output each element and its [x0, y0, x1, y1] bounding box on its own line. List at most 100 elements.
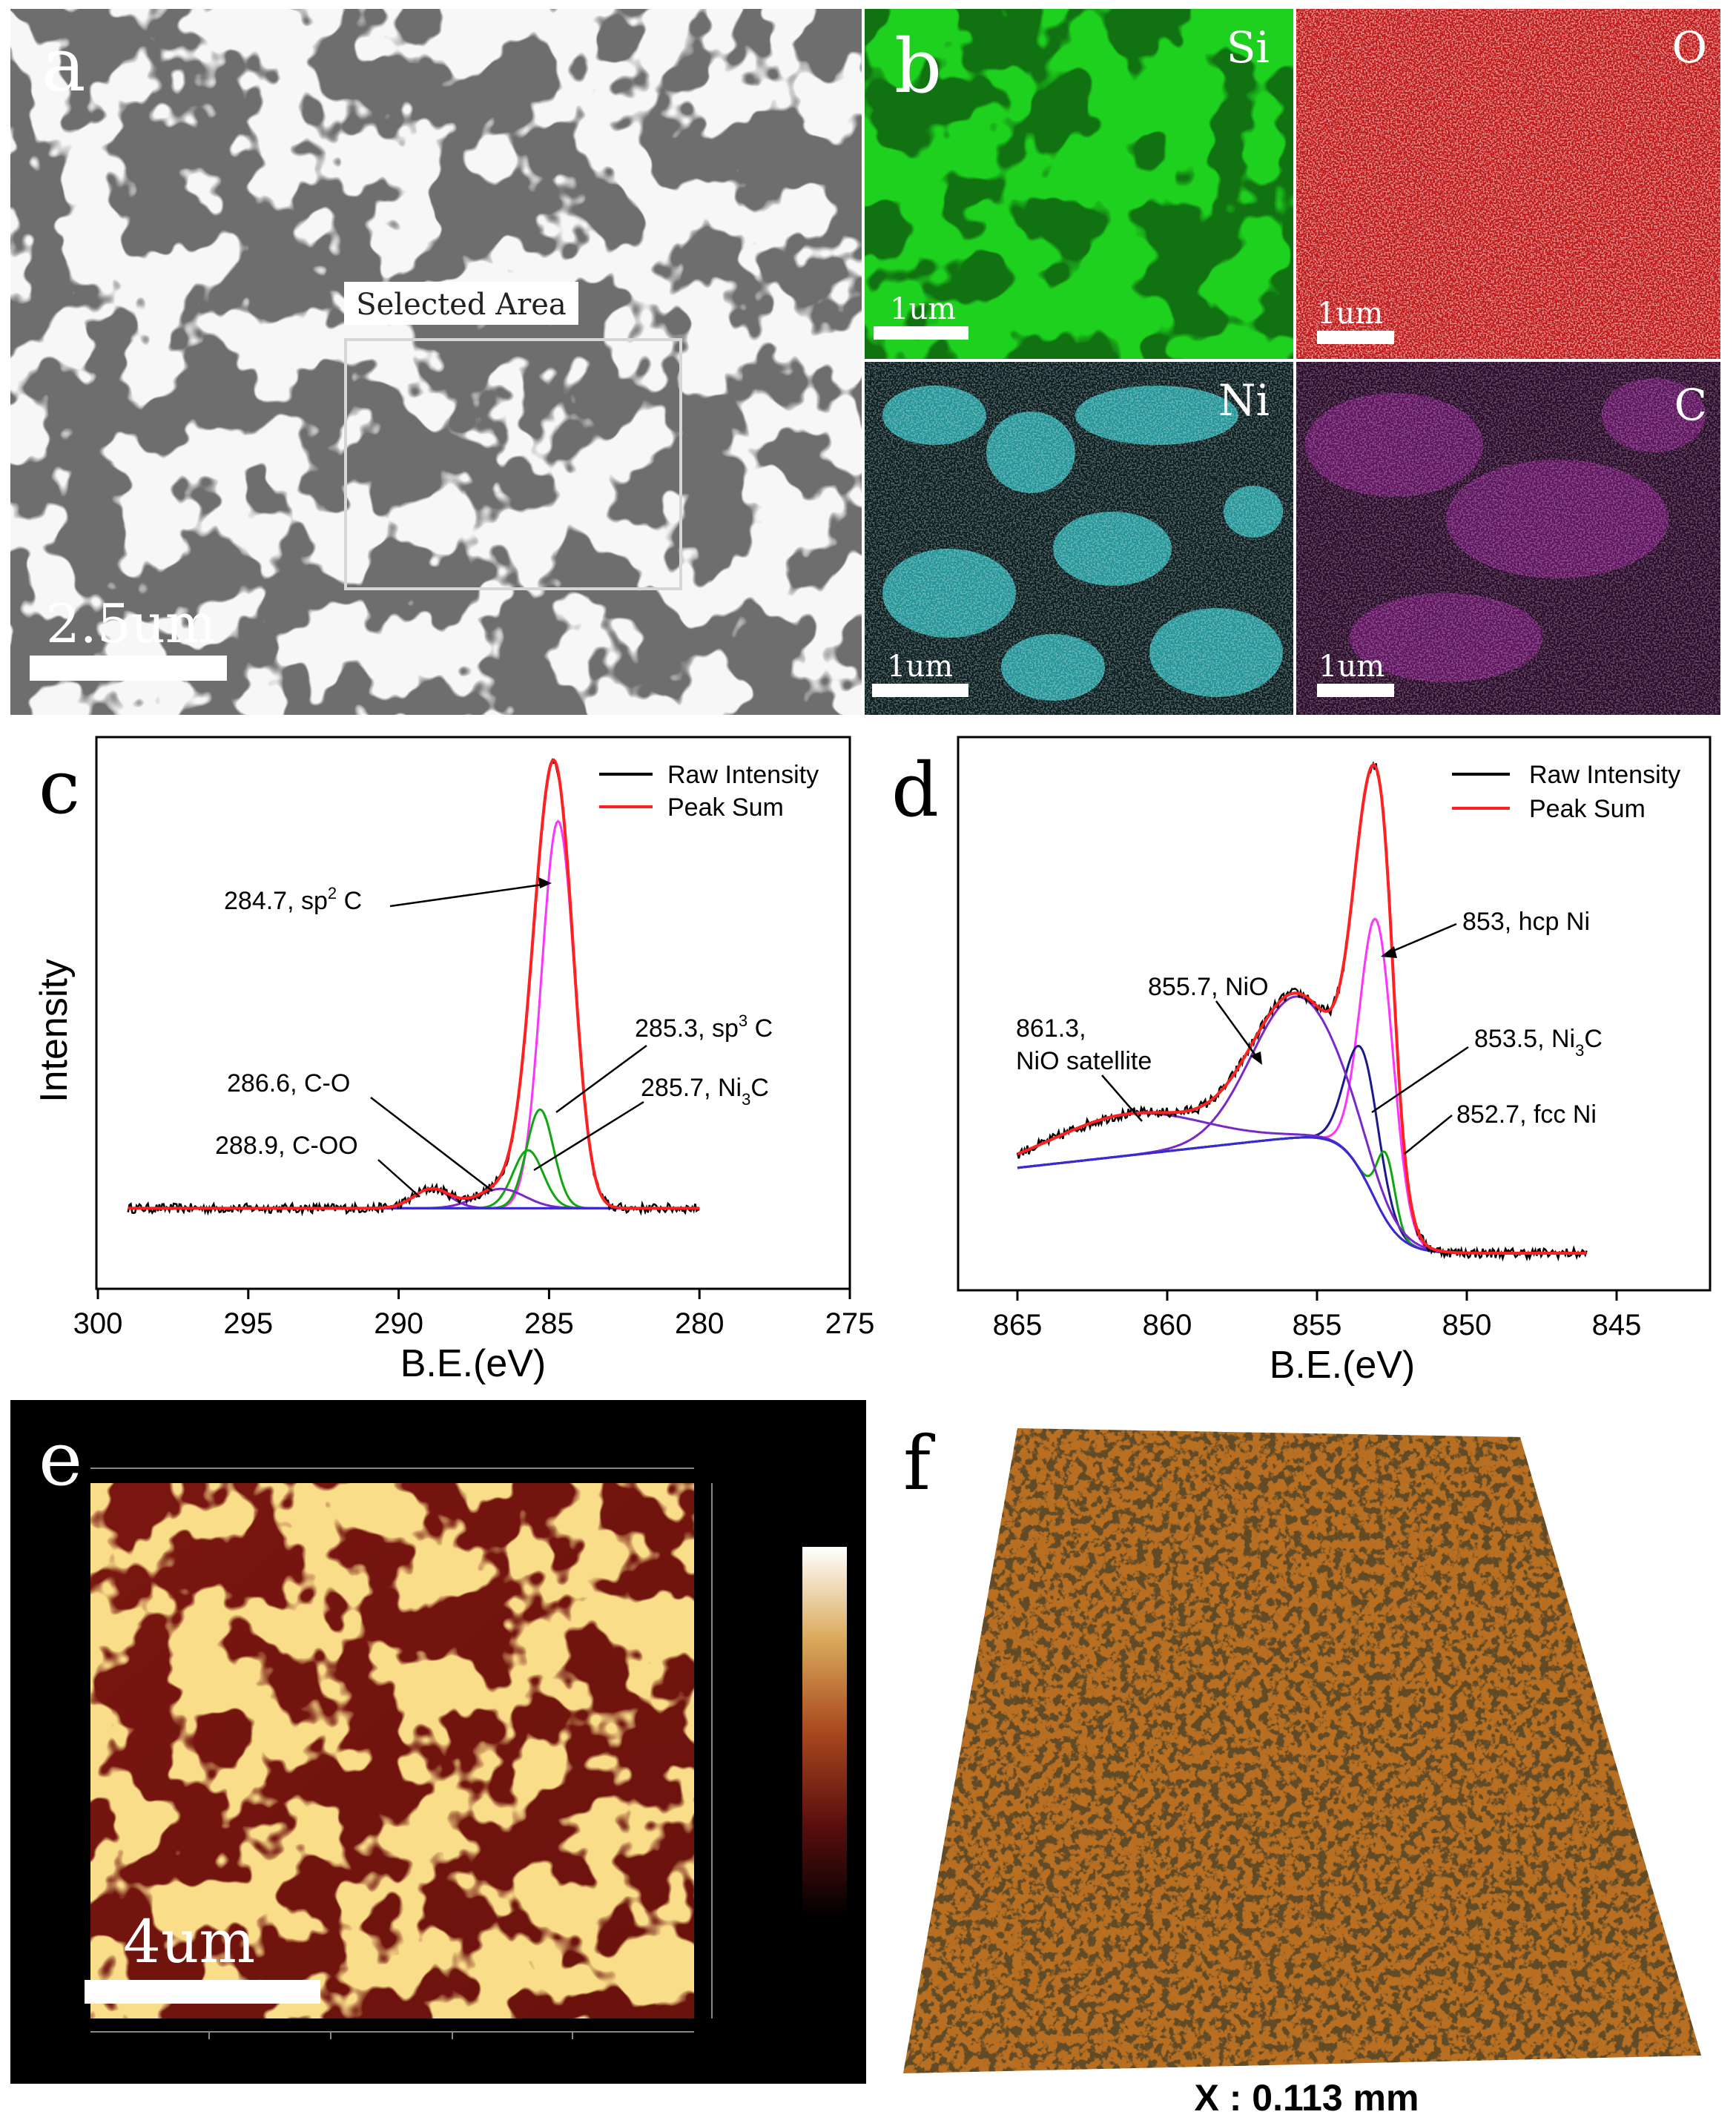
chart-c-x-tick-label: 280 — [675, 1307, 725, 1340]
eds-o-element: O — [1671, 22, 1707, 73]
chart-d-peak-sum — [1017, 763, 1587, 1255]
sem-texture — [10, 9, 862, 715]
eds-si-scale-bar — [874, 326, 968, 340]
annot-d-ni3c: 853.5, Ni3C — [1474, 1025, 1603, 1060]
afm-3d-texture — [903, 1428, 1701, 2073]
eds-si-element: Si — [1227, 22, 1270, 73]
eds-o-scale-bar — [1317, 331, 1394, 344]
chart-c-legend: Raw Intensity Peak Sum — [599, 761, 819, 822]
panel-label-a: a — [42, 22, 86, 108]
scale-bar-a — [30, 656, 227, 681]
chart-d-x-tick-label: 845 — [1592, 1309, 1642, 1341]
afm-particles — [90, 1483, 694, 2018]
arrow-c-ni3c — [533, 1100, 644, 1172]
legend-d-raw-label: Raw Intensity — [1529, 761, 1680, 789]
chart-c-x-axis: 300 295 290 285 280 275 — [73, 1289, 875, 1340]
panel-f: f X : 0.113 mm — [903, 1420, 1701, 2119]
annot-d-hcp: 853, hcp Ni — [1462, 908, 1590, 936]
eds-map-o: O 1um — [1296, 9, 1720, 359]
chart-c-peak-sum — [128, 758, 700, 1210]
eds-c-noise — [1296, 362, 1720, 715]
arrow-d-hcp — [1386, 922, 1457, 955]
annot-c-sp2: 284.7, sp2 C — [224, 884, 362, 915]
panel-label-b: b — [894, 23, 942, 110]
afm-frame-ticks — [90, 1468, 713, 2039]
afm-scale-label: 4um — [123, 1907, 255, 1976]
arrow-c-sp2 — [389, 882, 548, 908]
chart-d-background — [1017, 1136, 1587, 1255]
eds-si-scale-label: 1um — [890, 292, 956, 326]
legend-c-sum-label: Peak Sum — [667, 793, 784, 822]
eds-map-ni: Ni 1um — [865, 362, 1293, 715]
afm-colorbar — [802, 1547, 847, 1918]
scale-bar-label-a: 2.5um — [46, 592, 216, 655]
selected-area-label-box — [344, 282, 578, 325]
selected-area-box — [344, 338, 682, 590]
eds-ni-noise — [865, 362, 1293, 715]
arrow-d-sat — [1101, 1074, 1143, 1122]
chart-d-annotations: 853, hcp Ni 853.5, Ni3C 852.7, fcc Ni 85… — [1016, 908, 1603, 1155]
arrow-d-ni3c — [1371, 1046, 1469, 1114]
arrow-c-sp2-head — [538, 877, 552, 888]
legend-d-sum-label: Peak Sum — [1529, 795, 1646, 823]
panel-label-d: d — [891, 747, 939, 833]
chart-c-curves — [127, 758, 700, 1217]
chart-d-x-tick-label: 865 — [993, 1309, 1043, 1341]
eds-c-scale-bar — [1317, 684, 1394, 697]
annot-d-sat-2: NiO satellite — [1016, 1047, 1152, 1075]
panel-e: e 4um — [10, 1400, 866, 2084]
chart-d-peak-0 — [1017, 917, 1587, 1255]
arrow-d-fcc — [1404, 1115, 1453, 1155]
eds-c-element: C — [1674, 380, 1707, 430]
afm-scale-bar — [85, 1980, 320, 2004]
annot-c-co: 286.6, C-O — [227, 1069, 350, 1097]
panel-b: b Si 1um O 1um — [865, 9, 1720, 715]
chart-d-curves — [1016, 761, 1588, 1262]
chart-c-x-tick-label: 275 — [825, 1307, 875, 1340]
chart-c-x-tick-label: 285 — [524, 1307, 574, 1340]
eds-ni-scale-label: 1um — [887, 650, 953, 684]
annot-c-ni3c: 285.7, Ni3C — [641, 1074, 769, 1109]
panel-label-e: e — [39, 1416, 82, 1502]
arrow-d-hcp-head — [1381, 946, 1397, 958]
chart-d-legend: Raw Intensity Peak Sum — [1452, 761, 1680, 823]
eds-ni-scale-bar — [872, 684, 968, 697]
eds-map-c: C 1um — [1296, 362, 1720, 715]
chart-c-frame — [95, 736, 851, 1290]
panel-label-f: f — [903, 1420, 936, 1507]
chart-d-x-tick-label: 850 — [1442, 1309, 1492, 1341]
chart-c-peak-0 — [128, 819, 700, 1209]
annot-c-sp3: 285.3, sp3 C — [635, 1011, 773, 1043]
chart-d-x-tick-label: 855 — [1293, 1309, 1342, 1341]
arrow-c-co — [370, 1097, 493, 1192]
eds-o-noise — [1296, 9, 1720, 359]
legend-c-raw-label: Raw Intensity — [667, 761, 819, 789]
panel-a: Selected Area a 2.5um — [10, 9, 862, 715]
annot-c-coo: 288.9, C-OO — [215, 1132, 358, 1160]
chart-d-peak-2 — [1017, 1136, 1587, 1255]
chart-d-x-axis: 865 860 855 850 845 — [993, 1290, 1642, 1341]
panel-d-chart: d 865 860 855 850 845 B.E.(eV) Raw Intensity… — [891, 736, 1712, 1387]
eds-c-scale-label: 1um — [1318, 650, 1384, 684]
eds-si-shading — [865, 9, 1293, 359]
panel-c-chart: c 300 295 290 285 280 275 B.E.(eV) Intensity … — [33, 736, 875, 1385]
chart-d-frame — [957, 736, 1712, 1292]
chart-c-raw-intensity — [127, 758, 700, 1217]
chart-c-xlabel: B.E.(eV) — [400, 1342, 547, 1385]
chart-c-ylabel: Intensity — [33, 959, 76, 1103]
eds-ni-element: Ni — [1218, 375, 1270, 426]
chart-d-raw-intensity — [1016, 761, 1588, 1262]
chart-c-x-tick-label: 295 — [223, 1307, 273, 1340]
annot-d-sat-1: 861.3, — [1016, 1014, 1086, 1043]
chart-d-x-tick-label: 860 — [1143, 1309, 1192, 1341]
arrow-c-coo — [377, 1159, 420, 1198]
chart-c-annotations: 284.7, sp2 C 285.3, sp3 C 285.7, Ni3C 28… — [215, 877, 773, 1198]
afm-3d-axis-label: X : 0.113 mm — [1195, 2077, 1419, 2119]
arrow-c-sp3 — [555, 1044, 647, 1114]
annot-d-nio: 855.7, NiO — [1148, 973, 1269, 1001]
chart-c-x-tick-label: 290 — [374, 1307, 423, 1340]
chart-d-peak-4 — [1017, 1112, 1587, 1255]
selected-area-label: Selected Area — [356, 288, 567, 322]
panel-label-c: c — [39, 744, 80, 831]
